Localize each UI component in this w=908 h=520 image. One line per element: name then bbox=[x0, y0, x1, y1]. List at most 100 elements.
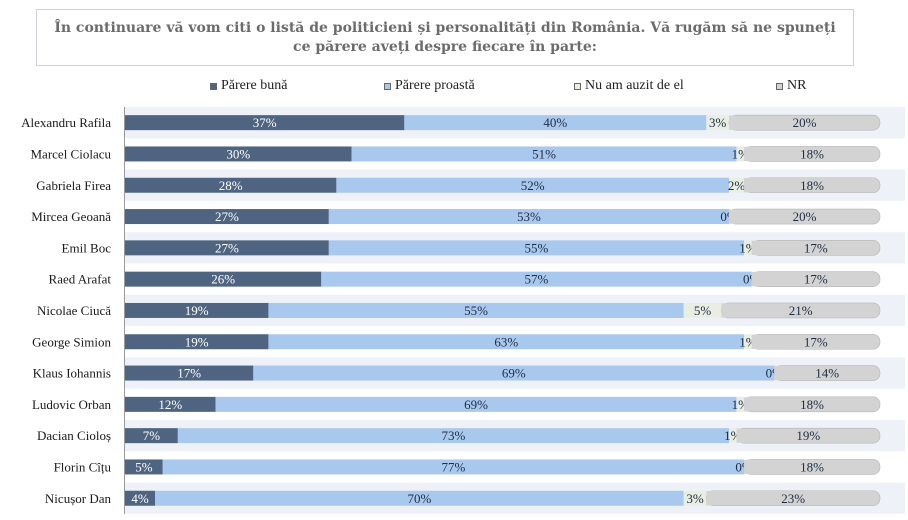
data-label: 27% bbox=[215, 209, 239, 224]
bar-segment bbox=[162, 459, 745, 475]
bar-segment bbox=[336, 177, 729, 193]
bar-segment bbox=[721, 303, 730, 318]
data-label: 30% bbox=[226, 146, 250, 161]
data-label: 17% bbox=[804, 272, 828, 287]
bar-segment bbox=[125, 271, 322, 287]
bar-segment bbox=[706, 115, 729, 131]
legend-swatch-parere-proasta bbox=[384, 82, 391, 90]
bar-segment bbox=[774, 365, 783, 381]
data-label: 20% bbox=[793, 209, 817, 224]
category-label: Emil Boc bbox=[62, 240, 112, 255]
bar-segment bbox=[751, 334, 760, 349]
data-label: 5% bbox=[694, 303, 712, 318]
legend-swatch-parere-buna bbox=[210, 82, 217, 90]
bar-segment bbox=[125, 115, 405, 131]
data-label: 37% bbox=[253, 115, 277, 130]
data-label: 3% bbox=[709, 115, 727, 130]
bar-segment bbox=[177, 428, 730, 444]
data-label: 18% bbox=[800, 397, 824, 412]
data-label: 17% bbox=[177, 366, 201, 381]
bar-segment bbox=[328, 209, 729, 225]
bar-segment bbox=[125, 209, 329, 225]
data-label: 28% bbox=[219, 178, 243, 193]
bar-segment bbox=[729, 177, 745, 193]
legend-item-parere-proasta: Părere proastă bbox=[384, 78, 475, 94]
data-label: 3% bbox=[686, 491, 704, 506]
legend-swatch-nu-am-auzit bbox=[574, 82, 581, 90]
bar-segment bbox=[683, 490, 707, 506]
bar-segment bbox=[751, 240, 760, 256]
legend-item-nr: NR bbox=[776, 78, 806, 94]
data-label: 18% bbox=[800, 459, 824, 474]
bar-segment bbox=[744, 397, 753, 412]
data-label: 57% bbox=[525, 272, 549, 287]
bar-segment bbox=[125, 365, 254, 381]
bar-segment bbox=[328, 240, 745, 256]
category-label: Florin Cîțu bbox=[54, 459, 112, 474]
bar-segment bbox=[125, 146, 352, 162]
bar-segment bbox=[404, 115, 707, 131]
bar-segment bbox=[744, 240, 752, 256]
category-label: George Simion bbox=[32, 334, 111, 349]
data-label: 40% bbox=[543, 115, 567, 130]
bar-segment bbox=[729, 209, 737, 224]
bar-segment bbox=[683, 302, 722, 318]
category-label: Nicolae Ciucă bbox=[37, 303, 111, 318]
category-label: Gabriela Firea bbox=[36, 178, 111, 193]
data-label: 7% bbox=[143, 428, 161, 443]
bar-segment bbox=[125, 302, 269, 318]
data-label: 21% bbox=[789, 303, 813, 318]
bar-segment bbox=[268, 334, 745, 350]
bar-segment bbox=[215, 396, 737, 412]
bar-segment bbox=[125, 396, 216, 412]
bar-segment bbox=[736, 146, 745, 162]
bar-segment bbox=[155, 490, 684, 506]
bar-segment bbox=[253, 365, 775, 381]
category-label: Alexandru Rafila bbox=[21, 115, 111, 130]
data-label: 27% bbox=[215, 240, 239, 255]
data-label: 18% bbox=[800, 178, 824, 193]
bar-segment bbox=[736, 428, 745, 443]
data-label: 55% bbox=[464, 303, 488, 318]
legend-label: Nu am auzit de el bbox=[585, 78, 684, 93]
data-label: 26% bbox=[211, 272, 235, 287]
legend-swatch-nr bbox=[776, 82, 783, 90]
data-label: 70% bbox=[408, 491, 432, 506]
category-label: Mircea Geoană bbox=[31, 209, 111, 224]
data-label: 77% bbox=[442, 459, 466, 474]
bar-segment bbox=[125, 334, 269, 350]
chart-title: În continuare vă vom citi o listă de pol… bbox=[36, 9, 854, 66]
data-label: 4% bbox=[131, 491, 149, 506]
bar-segment bbox=[736, 396, 745, 412]
data-label: 19% bbox=[796, 428, 820, 443]
bar-segment bbox=[744, 178, 753, 193]
category-label: Dacian Cioloș bbox=[37, 428, 111, 443]
bar-segment bbox=[744, 459, 753, 475]
bar-segment bbox=[125, 428, 178, 444]
category-label: Ludovic Orban bbox=[32, 397, 112, 412]
category-label: Marcel Ciolacu bbox=[31, 146, 112, 161]
bar-segment bbox=[744, 334, 752, 350]
bar-segment bbox=[744, 146, 753, 162]
legend-label: NR bbox=[787, 78, 807, 93]
bar-segment bbox=[351, 146, 737, 162]
category-label: Klaus Iohannis bbox=[33, 366, 111, 381]
bar-segment bbox=[729, 115, 737, 130]
legend-label: Părere bună bbox=[221, 78, 288, 93]
bar-segment bbox=[125, 240, 329, 256]
data-label: 2% bbox=[728, 178, 746, 193]
data-label: 69% bbox=[464, 397, 488, 412]
bar-segment bbox=[729, 428, 737, 444]
bar-segment bbox=[321, 271, 752, 287]
bar-segment bbox=[125, 490, 156, 506]
category-label: Nicușor Dan bbox=[45, 491, 112, 506]
bar-segment bbox=[125, 459, 163, 475]
data-label: 53% bbox=[517, 209, 541, 224]
data-label: 12% bbox=[158, 397, 182, 412]
data-label: 17% bbox=[804, 240, 828, 255]
legend-item-nu-am-auzit: Nu am auzit de el bbox=[574, 78, 684, 94]
data-label: 5% bbox=[135, 459, 153, 474]
data-label: 19% bbox=[185, 334, 209, 349]
data-label: 55% bbox=[525, 240, 549, 255]
